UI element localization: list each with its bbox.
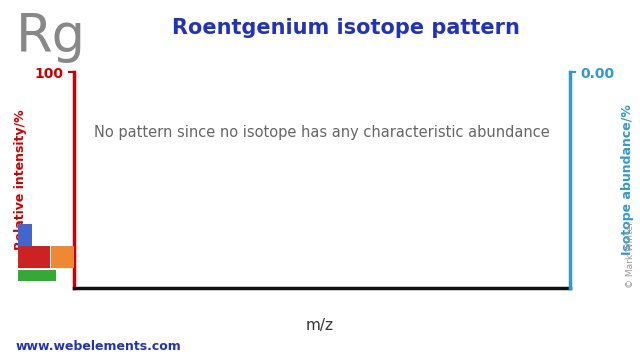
Text: No pattern since no isotope has any characteristic abundance: No pattern since no isotope has any char…: [93, 125, 550, 140]
Bar: [51, 246, 74, 268]
Y-axis label: Isotope abundance/%: Isotope abundance/%: [621, 104, 634, 256]
Bar: [18, 224, 32, 246]
Bar: [18, 270, 56, 281]
Text: www.webelements.com: www.webelements.com: [16, 340, 182, 353]
Text: m/z: m/z: [306, 318, 334, 333]
Text: Roentgenium isotope pattern: Roentgenium isotope pattern: [172, 18, 520, 38]
Y-axis label: Relative intensity/%: Relative intensity/%: [14, 110, 28, 250]
Bar: [18, 246, 50, 268]
Text: © Mark Winter: © Mark Winter: [626, 221, 635, 288]
Text: Rg: Rg: [16, 11, 86, 63]
